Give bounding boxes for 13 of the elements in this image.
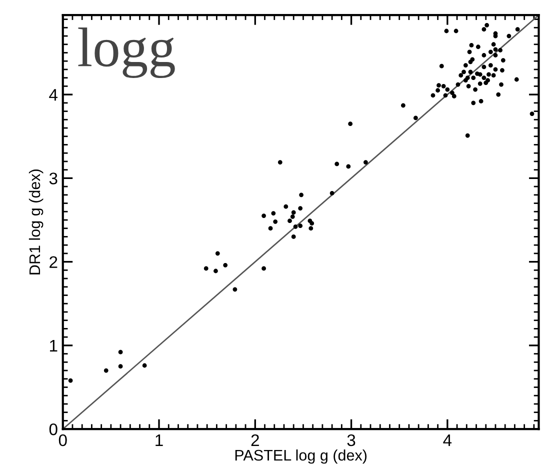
x-tick-label: 2 — [251, 434, 259, 446]
y-tick-label: 4 — [49, 89, 58, 101]
annotation: logg — [78, 28, 175, 78]
x-tick-label: 1 — [156, 434, 163, 446]
x-tick-label: 3 — [347, 434, 356, 446]
y-tick-label: 1 — [50, 340, 58, 352]
y-tick-label: 2 — [50, 256, 58, 268]
y-tick-label: 0 — [49, 423, 58, 436]
x-tick-label: 0 — [58, 434, 67, 446]
y-tick-label: 3 — [49, 172, 58, 184]
x-axis-title: PASTEL log g (dex) — [235, 449, 367, 464]
y-axis-title: DR1 log g (dex) — [28, 170, 44, 274]
x-tick-label: 4 — [443, 434, 452, 446]
